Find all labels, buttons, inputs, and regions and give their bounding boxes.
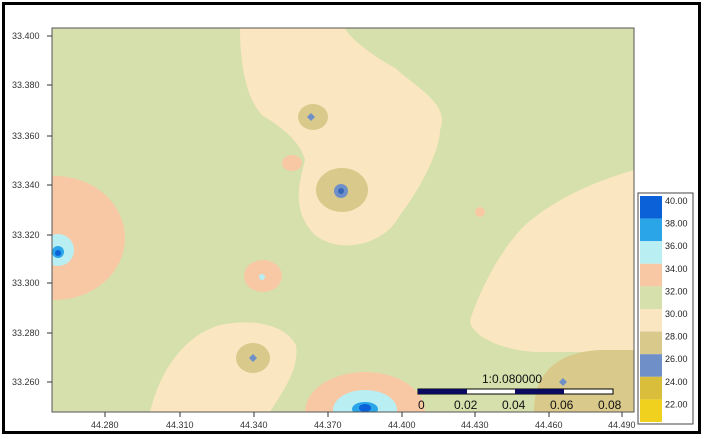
- legend: 40.00 38.00 36.00 34.00 32.00 30.00 28.00 26.00…: [637, 192, 694, 425]
- legend-label: 34.00: [665, 264, 688, 274]
- y-tick-label: 33.400: [12, 31, 40, 41]
- x-tick-label: 44.490: [608, 420, 636, 430]
- scale-ratio: 1:0.080000: [482, 372, 542, 386]
- y-tick-label: 33.300: [12, 278, 40, 288]
- y-axis: 33.400 33.380 33.360 33.340 33.320 33.30…: [12, 31, 52, 387]
- salmon-left: [52, 176, 125, 300]
- legend-label: 36.00: [665, 241, 688, 251]
- x-tick-label: 44.280: [91, 420, 119, 430]
- olive-bottom-right: [534, 350, 634, 412]
- y-tick-label: 33.320: [12, 230, 40, 240]
- scale-label: 0.02: [454, 398, 478, 412]
- salmon-spot: [282, 155, 302, 171]
- scale-label: 0: [418, 398, 425, 412]
- x-tick-label: 44.370: [314, 420, 342, 430]
- x-tick-label: 44.340: [240, 420, 268, 430]
- legend-swatch: [640, 263, 662, 287]
- legend-label: 26.00: [665, 354, 688, 364]
- y-tick-label: 33.280: [12, 328, 40, 338]
- legend-swatch: [640, 309, 662, 332]
- scale-label: 0.06: [550, 398, 574, 412]
- blue-core: [359, 404, 371, 412]
- x-tick-label: 44.310: [166, 420, 194, 430]
- y-tick-label: 33.260: [12, 377, 40, 387]
- y-tick-label: 33.360: [12, 131, 40, 141]
- scale-label: 0.04: [502, 398, 526, 412]
- legend-swatch: [640, 196, 662, 219]
- blue-core: [55, 250, 61, 256]
- legend-label: 24.00: [665, 377, 688, 387]
- blue-diamond: [307, 113, 315, 121]
- scale-bar: 1:0.080000 0 0.02 0.04 0.06 0.08: [417, 372, 622, 412]
- scale-segment: [515, 389, 564, 394]
- x-tick-label: 44.460: [535, 420, 563, 430]
- scale-segment: [418, 389, 467, 394]
- cream-region-right: [470, 170, 634, 352]
- light-blue-dot: [259, 274, 265, 280]
- legend-swatch: [640, 331, 662, 355]
- legend-label: 30.00: [665, 309, 688, 319]
- salmon-spot: [475, 207, 485, 217]
- legend-swatch: [640, 399, 662, 422]
- cream-region-top: [240, 28, 442, 246]
- legend-swatch: [640, 241, 662, 264]
- scale-label: 0.08: [598, 398, 622, 412]
- x-tick-label: 44.430: [461, 420, 489, 430]
- legend-swatch: [640, 354, 662, 377]
- legend-label: 22.00: [665, 399, 688, 409]
- blue-diamond: [559, 378, 567, 386]
- blue-marker-center: [338, 188, 344, 194]
- legend-swatch: [640, 218, 662, 242]
- y-tick-label: 33.340: [12, 180, 40, 190]
- y-tick-label: 33.380: [12, 80, 40, 90]
- cyan-cluster: [333, 390, 397, 412]
- x-axis: 44.280 44.310 44.340 44.370 44.400 44.43…: [91, 412, 636, 430]
- legend-label: 38.00: [665, 219, 688, 229]
- legend-label: 32.00: [665, 286, 688, 296]
- legend-swatch: [640, 286, 662, 309]
- plot-border: [51, 27, 635, 413]
- contour-plot-area: [52, 28, 634, 412]
- legend-label: 28.00: [665, 332, 688, 342]
- x-tick-label: 44.400: [388, 420, 416, 430]
- blue-diamond: [249, 354, 257, 362]
- legend-swatch: [640, 376, 662, 400]
- legend-label: 40.00: [665, 196, 688, 206]
